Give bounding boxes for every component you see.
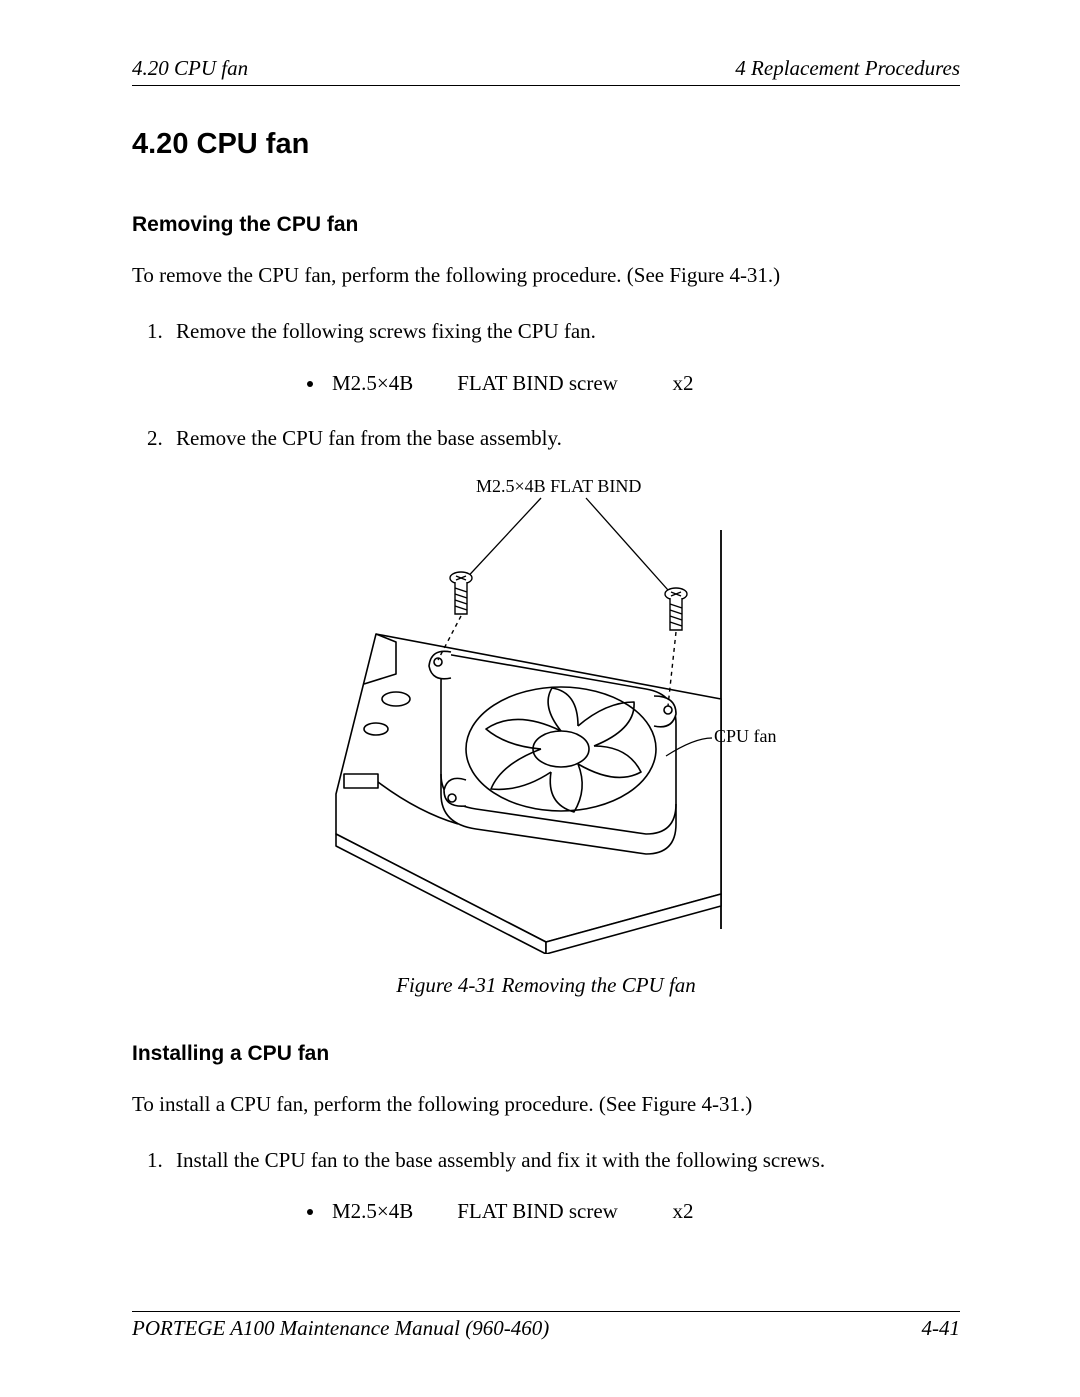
removing-screw-list: M2.5×4B FLAT BIND screw x2 [326,369,960,398]
removing-step-1-text: Remove the following screws fixing the C… [176,319,596,343]
screw-code: M2.5×4B [332,1197,452,1226]
footer: PORTEGE A100 Maintenance Manual (960-460… [132,1311,960,1341]
screw-qty: x2 [673,369,694,398]
removing-step-2: Remove the CPU fan from the base assembl… [168,424,960,453]
figure-caption: Figure 4-31 Removing the CPU fan [132,973,960,998]
installing-steps: Install the CPU fan to the base assembly… [168,1146,960,1227]
screw-type: FLAT BIND screw [457,369,667,398]
installing-screw-list: M2.5×4B FLAT BIND screw x2 [326,1197,960,1226]
footer-left: PORTEGE A100 Maintenance Manual (960-460… [132,1316,549,1341]
figure-top-label: M2.5×4B FLAT BIND [476,476,641,496]
header-right: 4 Replacement Procedures [735,56,960,81]
removing-intro: To remove the CPU fan, perform the follo… [132,261,960,289]
figure-svg: M2.5×4B FLAT BIND [316,474,776,954]
footer-right: 4-41 [922,1316,961,1341]
running-header: 4.20 CPU fan 4 Replacement Procedures [132,56,960,81]
footer-row: PORTEGE A100 Maintenance Manual (960-460… [132,1316,960,1341]
page: 4.20 CPU fan 4 Replacement Procedures 4.… [0,0,1080,1397]
figure: M2.5×4B FLAT BIND [132,474,960,959]
installing-screw-row: M2.5×4B FLAT BIND screw x2 [326,1197,960,1226]
header-rule [132,85,960,86]
installing-step-1-text: Install the CPU fan to the base assembly… [176,1148,825,1172]
installing-heading: Installing a CPU fan [132,1042,960,1066]
removing-screw-row: M2.5×4B FLAT BIND screw x2 [326,369,960,398]
removing-step-1: Remove the following screws fixing the C… [168,317,960,398]
installing-intro: To install a CPU fan, perform the follow… [132,1090,960,1118]
screw-code: M2.5×4B [332,369,452,398]
footer-rule [132,1311,960,1312]
section-title: 4.20 CPU fan [132,128,960,161]
header-left: 4.20 CPU fan [132,56,248,81]
removing-steps: Remove the following screws fixing the C… [168,317,960,453]
screw-type: FLAT BIND screw [457,1197,667,1226]
screw-qty: x2 [673,1197,694,1226]
removing-heading: Removing the CPU fan [132,213,960,237]
figure-fan-label: CPU fan [714,726,776,746]
installing-step-1: Install the CPU fan to the base assembly… [168,1146,960,1227]
